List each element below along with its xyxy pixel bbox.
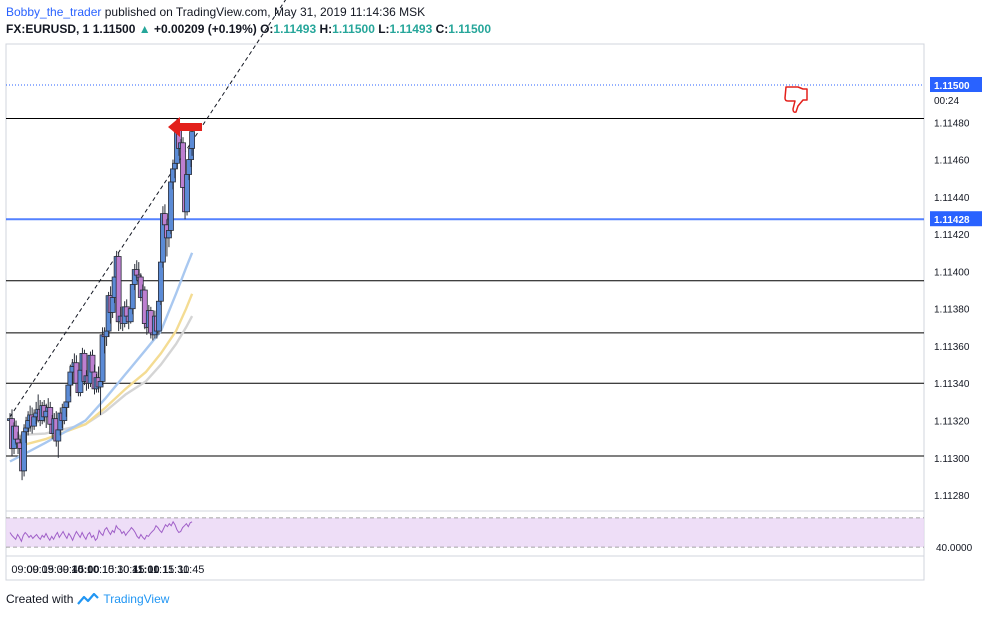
x-tick-label: 10:45 bbox=[117, 564, 145, 576]
high-value: 1.11500 bbox=[332, 22, 375, 36]
y-tick-label: 1.11320 bbox=[934, 417, 970, 428]
change-up-icon: ▲ bbox=[138, 22, 151, 36]
x-tick-label: 10:00 bbox=[71, 564, 99, 576]
rsi-band bbox=[6, 517, 924, 548]
candle-body bbox=[157, 261, 164, 302]
thumbs-down-shape bbox=[784, 86, 808, 113]
x-tick-label: 09:00 bbox=[11, 564, 39, 576]
rsi-line bbox=[9, 520, 193, 543]
low-value: 1.11493 bbox=[389, 22, 433, 36]
horizontal-levels[interactable] bbox=[6, 84, 924, 457]
chart-frame bbox=[5, 43, 925, 581]
x-tick-label: 09:45 bbox=[57, 564, 85, 576]
candle-body bbox=[188, 147, 194, 160]
chart-grid bbox=[5, 43, 925, 581]
y-tick-label: 1.11460 bbox=[934, 156, 970, 167]
ema-fast-line bbox=[9, 252, 194, 463]
y-tick-label: 1.11360 bbox=[934, 342, 970, 353]
x-tick-label: 10:30 bbox=[102, 564, 130, 576]
thumbs-down-icon[interactable] bbox=[784, 86, 808, 113]
trendline[interactable] bbox=[9, 0, 924, 418]
low-label: L: bbox=[378, 22, 390, 36]
tradingview-logo-icon bbox=[77, 593, 100, 605]
publish-text: published on TradingView.com, May 31, 20… bbox=[104, 5, 426, 19]
last-price: 1.11500 bbox=[92, 22, 136, 36]
marked-level-label: 1.11428 bbox=[934, 215, 970, 226]
rsi-pane bbox=[6, 517, 924, 548]
candle-body bbox=[189, 131, 195, 149]
tradingview-brand-link[interactable]: TradingView bbox=[103, 592, 170, 606]
rsi-level-label: 40.0000 bbox=[936, 543, 973, 554]
created-with-label: Created with bbox=[6, 592, 74, 606]
trendline-dashed[interactable] bbox=[9, 0, 924, 418]
axes: 1.11480 1.11460 1.11440 1.11420 1.11400 1.113… bbox=[11, 77, 982, 576]
y-tick-label: 1.11480 bbox=[934, 118, 970, 129]
x-tick-label: 11:00 bbox=[132, 564, 160, 576]
x-tick-label: 09:30 bbox=[42, 564, 70, 576]
high-label: H: bbox=[319, 22, 333, 36]
open-value: 1.11493 bbox=[273, 22, 317, 36]
y-tick-label: 1.11380 bbox=[934, 305, 970, 316]
publish-info: Bobby_the_trader published on TradingVie… bbox=[6, 5, 425, 19]
x-tick-label: 09:15 bbox=[26, 564, 54, 576]
x-tick-label: 10:15 bbox=[87, 564, 115, 576]
y-tick-label: 1.11280 bbox=[934, 491, 970, 502]
symbol-name[interactable]: FX:EURUSD, 1 bbox=[6, 22, 90, 36]
annotations[interactable] bbox=[168, 86, 808, 138]
candle-body bbox=[155, 300, 162, 332]
y-tick-label: 1.11400 bbox=[934, 267, 970, 278]
candles bbox=[7, 118, 195, 481]
y-tick-label: 1.11440 bbox=[934, 193, 970, 204]
close-value: 1.11500 bbox=[448, 22, 491, 36]
red-arrow-icon[interactable] bbox=[168, 117, 203, 138]
y-tick-label: 1.11340 bbox=[934, 379, 970, 390]
author-link[interactable]: Bobby_the_trader bbox=[6, 5, 102, 19]
current-price-badge bbox=[930, 77, 982, 93]
x-tick-label: 11:15 bbox=[148, 564, 175, 576]
close-label: C: bbox=[435, 22, 449, 36]
x-tick-label: 11:30 bbox=[163, 564, 190, 576]
symbol-legend: FX:EURUSD, 1 1.11500 ▲ +0.00209 (+0.19%)… bbox=[6, 22, 491, 36]
countdown-label: 00:24 bbox=[934, 96, 959, 107]
current-price-label: 1.11500 bbox=[934, 81, 970, 92]
marked-level-badge bbox=[930, 211, 982, 227]
y-tick-label: 1.11420 bbox=[934, 230, 970, 241]
x-tick-label: 11:45 bbox=[178, 564, 205, 576]
moving-averages bbox=[9, 252, 194, 463]
price-change: +0.00209 (+0.19%) bbox=[153, 22, 257, 36]
ema-slow-line bbox=[9, 315, 194, 437]
footer: Created with TradingView bbox=[6, 592, 169, 606]
y-tick-label: 1.11300 bbox=[934, 454, 970, 465]
